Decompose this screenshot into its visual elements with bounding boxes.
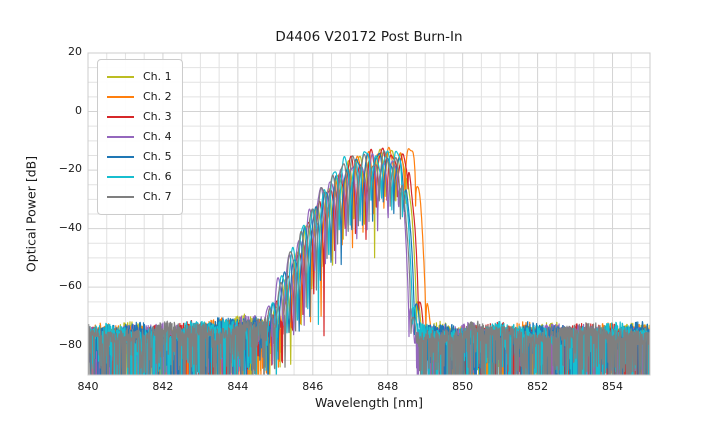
legend-label-1: Ch. 1	[143, 70, 172, 83]
y-tick--60: −60	[58, 279, 82, 293]
legend-swatch-5	[107, 156, 134, 158]
legend-swatch-1	[107, 76, 134, 78]
legend-label-4: Ch. 4	[143, 130, 172, 143]
chart-title: D4406 V20172 Post Burn-In	[275, 29, 463, 45]
legend-row-1: Ch. 1	[107, 67, 172, 87]
y-tick-0: 0	[75, 103, 82, 117]
legend-row-7: Ch. 7	[107, 187, 172, 207]
legend-label-6: Ch. 6	[143, 170, 172, 183]
legend-swatch-7	[107, 196, 134, 198]
legend-row-2: Ch. 2	[107, 87, 172, 107]
y-axis-label: Optical Power [dB]	[23, 155, 39, 273]
y-tick--40: −40	[58, 220, 82, 234]
legend-swatch-2	[107, 96, 134, 98]
legend-label-3: Ch. 3	[143, 110, 172, 123]
x-tick-852: 852	[527, 380, 549, 393]
legend-swatch-3	[107, 116, 134, 118]
x-axis-label: Wavelength [nm]	[315, 395, 423, 410]
legend-row-6: Ch. 6	[107, 167, 172, 187]
y-tick-20: 20	[68, 45, 82, 58]
x-tick-846: 846	[302, 380, 324, 393]
legend-row-4: Ch. 4	[107, 127, 172, 147]
x-tick-842: 842	[152, 380, 174, 393]
x-tick-844: 844	[227, 380, 249, 393]
legend-row-5: Ch. 5	[107, 147, 172, 167]
x-tick-840: 840	[77, 380, 99, 393]
legend-label-7: Ch. 7	[143, 190, 172, 203]
legend-label-5: Ch. 5	[143, 150, 172, 163]
legend: Ch. 1 Ch. 2 Ch. 3 Ch. 4 Ch. 5 Ch. 6 Ch. 7	[97, 59, 183, 215]
y-tick--80: −80	[58, 337, 82, 351]
x-tick-854: 854	[602, 380, 624, 393]
legend-swatch-6	[107, 176, 134, 178]
spectrum-ch7	[88, 150, 650, 375]
legend-label-2: Ch. 2	[143, 90, 172, 103]
spectra-curves	[88, 146, 650, 375]
x-tick-848: 848	[377, 380, 399, 393]
plot-frame	[87, 52, 651, 376]
y-tick--20: −20	[58, 162, 82, 176]
legend-row-3: Ch. 3	[107, 107, 172, 127]
legend-swatch-4	[107, 136, 134, 138]
x-tick-850: 850	[452, 380, 474, 393]
